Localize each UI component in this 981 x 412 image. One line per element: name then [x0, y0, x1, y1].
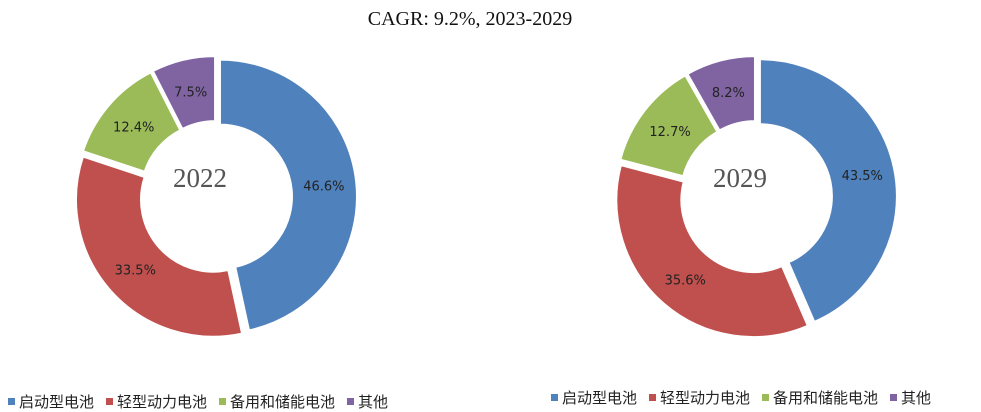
- slice-label-1-3: 8.2%: [712, 86, 745, 101]
- slice-label-1-1: 35.6%: [665, 273, 706, 288]
- slice-label-0-3: 7.5%: [174, 85, 207, 100]
- legend-item-0-2: 备用和储能电池: [219, 391, 335, 412]
- slice-label-1-2: 12.7%: [649, 125, 690, 140]
- slice-label-1-0: 43.5%: [842, 169, 883, 184]
- donut-chart-2022: 46.6% 33.5% 12.4% 7.5% 2022: [75, 55, 358, 338]
- donut-slice-0-0: [218, 58, 358, 332]
- legend-label: 其他: [358, 393, 389, 411]
- legend-swatch: [219, 398, 227, 405]
- donut-slice-0-1: [75, 155, 244, 338]
- legend-2029: 启动型电池 轻型动力电池 备用和储能电池 其他: [551, 387, 937, 408]
- donut-slice-1-1: [615, 163, 810, 339]
- legend-item-1-2: 备用和储能电池: [762, 387, 878, 408]
- legend-item-1-3: 其他: [890, 387, 931, 408]
- legend-swatch: [762, 394, 770, 401]
- center-year-label-0: 2022: [173, 163, 227, 193]
- legend-label: 启动型电池: [562, 389, 638, 407]
- legend-label: 备用和储能电池: [230, 393, 336, 411]
- legend-label: 轻型动力电池: [117, 393, 208, 411]
- legend-swatch: [347, 398, 355, 405]
- center-year-label-1: 2029: [713, 163, 767, 193]
- legend-swatch: [8, 398, 15, 405]
- legend-swatch: [106, 398, 114, 405]
- legend-item-0-1: 轻型动力电池: [106, 391, 207, 412]
- donut-slice-1-3: [686, 55, 756, 132]
- slice-label-0-2: 12.4%: [113, 120, 154, 135]
- legend-swatch: [890, 394, 898, 401]
- legend-label: 备用和储能电池: [773, 389, 879, 407]
- legend-item-1-0: 启动型电池: [551, 387, 637, 408]
- legend-item-0-3: 其他: [347, 391, 388, 412]
- legend-item-0-0: 启动型电池: [8, 391, 94, 412]
- donut-slice-1-2: [619, 73, 719, 178]
- legend-label: 其他: [901, 389, 932, 407]
- legend-label: 启动型电池: [19, 393, 95, 411]
- slice-label-0-0: 46.6%: [303, 179, 344, 194]
- legend-swatch: [649, 394, 657, 401]
- legend-label: 轻型动力电池: [660, 389, 751, 407]
- chart-title: CAGR: 9.2%, 2023-2029: [367, 8, 573, 30]
- slice-label-0-1: 33.5%: [115, 264, 156, 279]
- donut-slice-0-3: [151, 55, 217, 131]
- donut-slice-1-0: [758, 58, 898, 324]
- legend-2022: 启动型电池 轻型动力电池 备用和储能电池 其他: [8, 391, 394, 412]
- donut-slice-0-2: [81, 70, 182, 173]
- legend-swatch: [551, 394, 558, 401]
- donut-chart-2029: 43.5% 35.6% 12.7% 8.2% 2029: [615, 55, 898, 339]
- legend-item-1-1: 轻型动力电池: [649, 387, 750, 408]
